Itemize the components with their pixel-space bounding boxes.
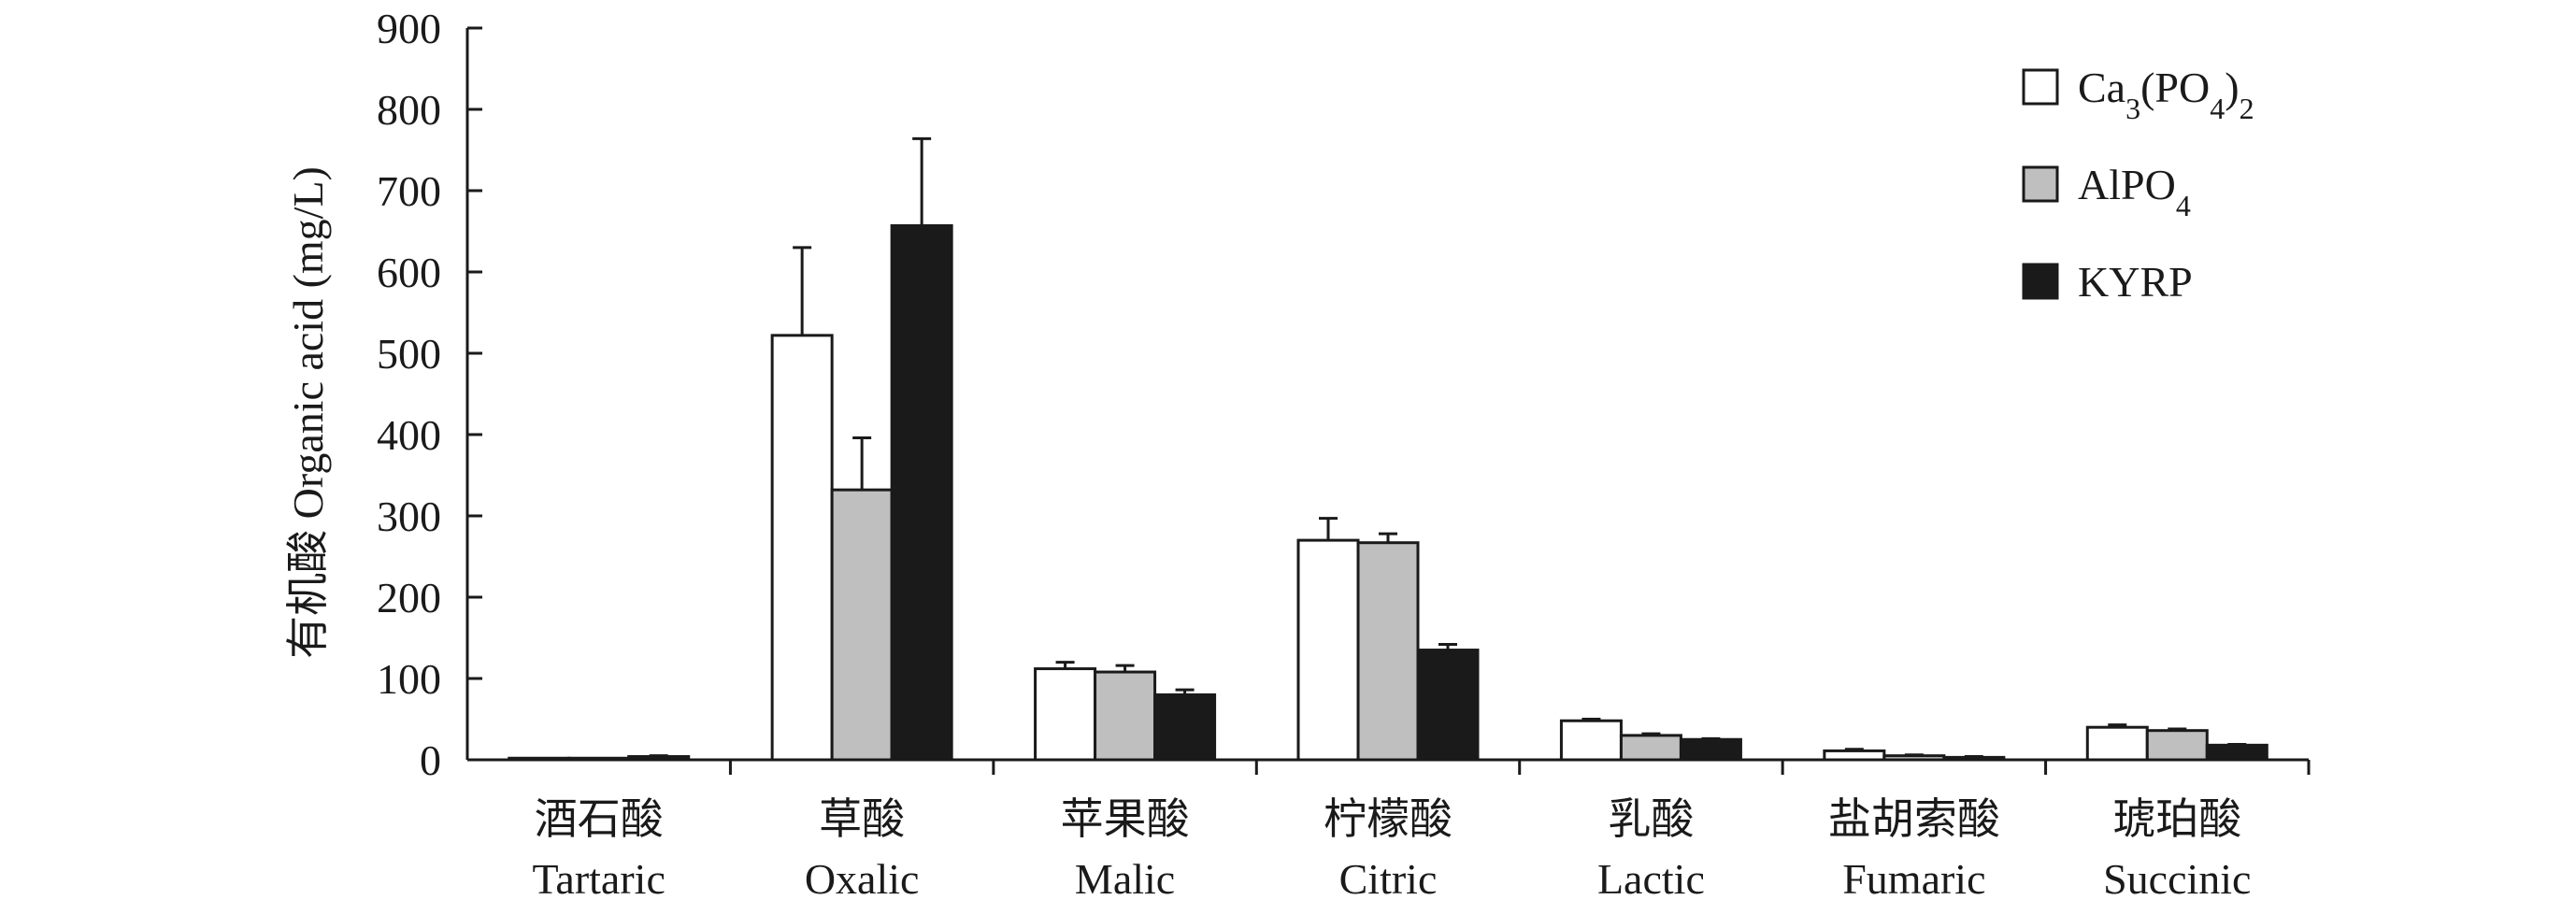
legend: Ca3(PO4)2 AlPO4 KYRP — [2022, 64, 2254, 306]
legend-label: KYRP — [2078, 258, 2193, 306]
bar — [508, 756, 571, 762]
bar — [1942, 755, 2006, 762]
y-tick-label: 400 — [377, 411, 441, 459]
y-tick-label: 100 — [377, 655, 441, 703]
category-label-en: Citric — [1339, 855, 1438, 903]
labels-group: 0 100 200 300 400 500 600 700 800 900 有机酸 Organic … — [284, 5, 2251, 903]
category-label-zh: 草酸 — [819, 795, 905, 843]
bar — [1356, 541, 1420, 762]
y-tick-label: 700 — [377, 167, 441, 215]
bar — [2145, 729, 2209, 762]
bar — [2205, 743, 2268, 762]
bar — [1094, 670, 1157, 762]
category-label-zh: 柠檬酸 — [1324, 795, 1453, 843]
category-label-en: Lactic — [1597, 855, 1705, 903]
bar — [567, 756, 631, 762]
bar — [1882, 754, 1946, 762]
y-tick-label: 600 — [377, 249, 441, 296]
bar — [1416, 649, 1480, 762]
category-label-zh: 苹果酸 — [1061, 795, 1190, 843]
bar — [830, 488, 894, 762]
category-label-zh: 乳酸 — [1608, 795, 1694, 843]
bar — [1559, 719, 1623, 762]
category-label-zh: 酒石酸 — [535, 795, 664, 843]
bar — [890, 223, 953, 762]
category-label-en: Tartaric — [533, 855, 665, 903]
y-axis-title: 有机酸 Organic acid (mg/L) — [284, 166, 332, 659]
legend-swatch — [2022, 165, 2059, 203]
legend-label: Ca3(PO4)2 — [2078, 64, 2254, 125]
y-tick-label: 800 — [377, 86, 441, 134]
legend-swatch — [2022, 68, 2059, 106]
category-label-en: Fumaric — [1842, 855, 1985, 903]
y-tick-label: 500 — [377, 330, 441, 378]
y-tick-label: 300 — [377, 493, 441, 540]
category-label-en: Succinic — [2103, 855, 2251, 903]
bar — [1296, 538, 1360, 762]
category-label-en: Oxalic — [805, 855, 920, 903]
bar — [627, 755, 691, 762]
legend-swatch — [2022, 263, 2059, 300]
bar — [1823, 749, 1886, 762]
bar — [770, 334, 834, 762]
y-tick-label: 900 — [377, 5, 441, 52]
bar — [1679, 737, 1742, 762]
y-tick-label: 200 — [377, 574, 441, 621]
category-label-zh: 琥珀酸 — [2112, 795, 2241, 843]
bars-group — [508, 136, 2268, 762]
bar — [1153, 693, 1217, 762]
y-tick-label: 0 — [420, 736, 441, 784]
category-label-zh: 盐胡索酸 — [1828, 795, 2000, 843]
bar — [1619, 734, 1682, 762]
bar — [1034, 667, 1097, 762]
category-label-en: Malic — [1075, 855, 1175, 903]
bar — [2085, 725, 2149, 762]
legend-label: AlPO4 — [2078, 161, 2191, 222]
